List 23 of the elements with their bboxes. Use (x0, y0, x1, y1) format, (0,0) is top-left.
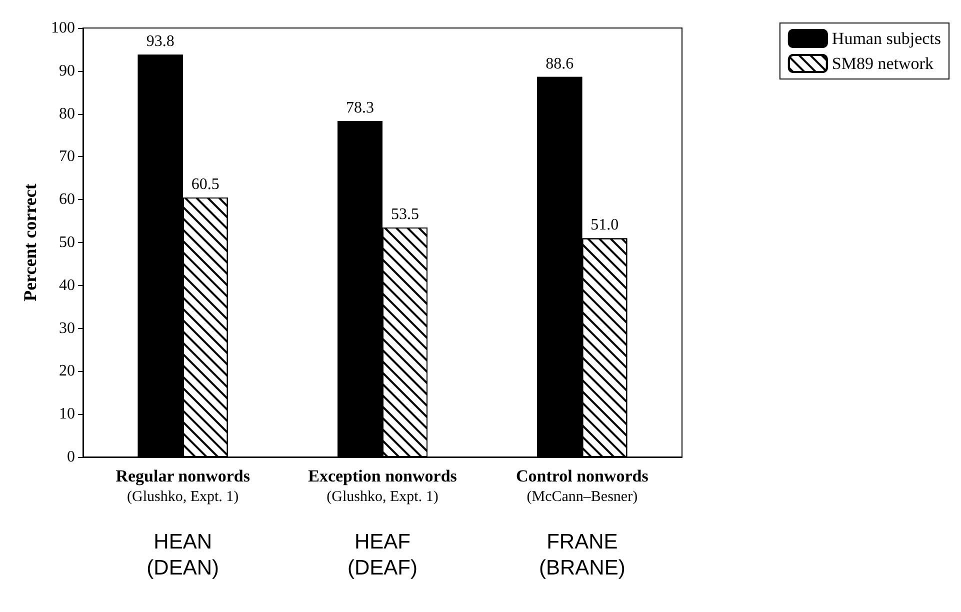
category-label: Control nonwords (McCann–Besner) FRANE (BRANE) (516, 466, 648, 580)
y-tick-label: 30 (59, 320, 75, 337)
y-tick-label: 100 (51, 20, 75, 36)
y-tick-label: 20 (59, 362, 75, 380)
y-axis-title: Percent correct (20, 184, 40, 302)
data-label: 60.5 (191, 176, 220, 193)
y-tick-label: 90 (59, 62, 75, 80)
legend-label: SM89 network (832, 54, 934, 73)
data-label: 53.5 (391, 206, 419, 223)
category-label: Exception nonwords (Glushko, Expt. 1) HEAF (DEAF) (308, 466, 457, 580)
category-label: Regular nonwords (Glushko, Expt. 1) HEAN (DEAN) (116, 466, 250, 580)
y-tick-label: 80 (59, 105, 75, 122)
y-tick-label: 10 (59, 406, 75, 423)
y-tick-label: 0 (67, 448, 75, 466)
data-label: 88.6 (546, 55, 574, 72)
data-label: 51.0 (590, 216, 619, 234)
legend-label: Human subjects (832, 29, 942, 48)
data-label: 78.3 (346, 100, 374, 117)
y-tick-label: 40 (59, 276, 75, 294)
y-tick-label: 70 (59, 148, 75, 166)
y-tick-label: 60 (59, 191, 75, 208)
data-label: 93.8 (146, 33, 174, 50)
y-tick-label: 50 (59, 234, 75, 251)
